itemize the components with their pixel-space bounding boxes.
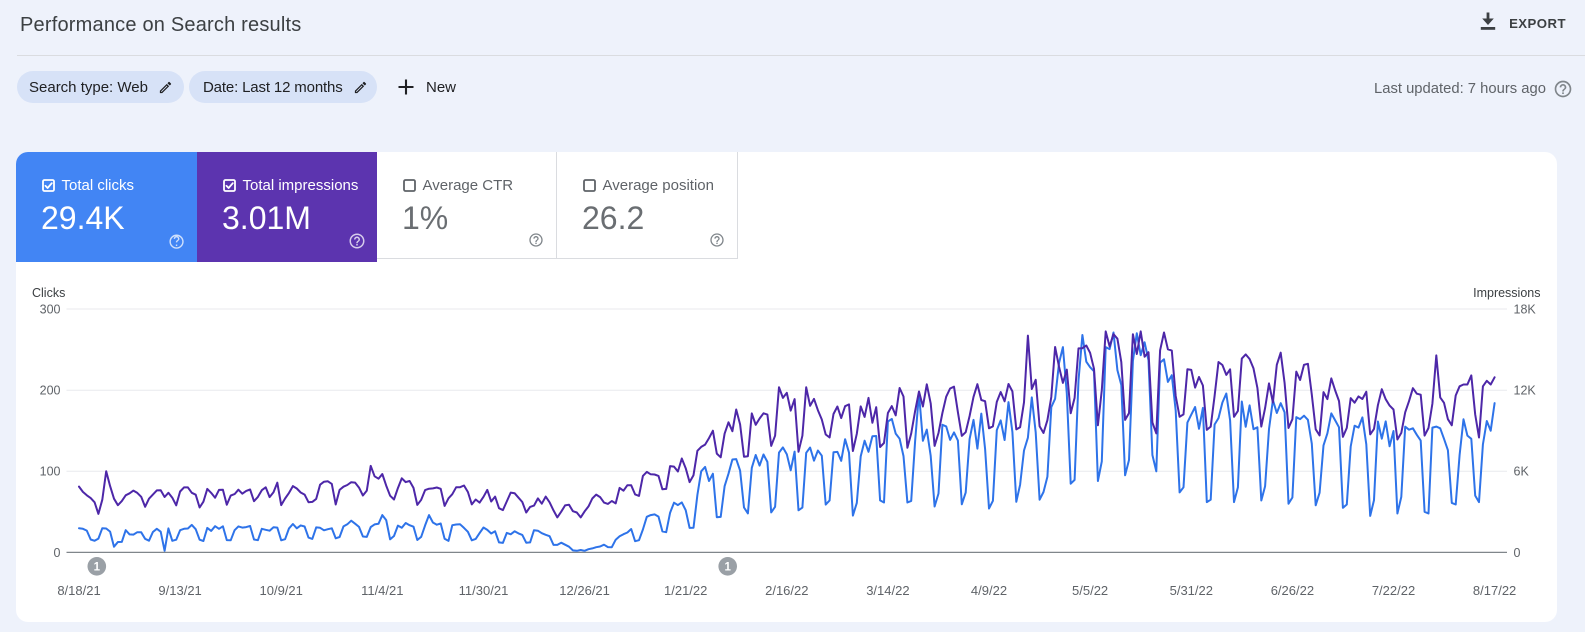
svg-text:5/5/22: 5/5/22 [1072,583,1108,598]
svg-text:7/22/22: 7/22/22 [1372,583,1415,598]
svg-text:4/9/22: 4/9/22 [971,583,1007,598]
svg-text:1: 1 [94,562,101,574]
svg-text:9/13/21: 9/13/21 [158,583,201,598]
svg-text:18K: 18K [1514,302,1537,316]
svg-text:10/9/21: 10/9/21 [260,583,303,598]
svg-text:6K: 6K [1514,465,1530,479]
svg-text:5/31/22: 5/31/22 [1170,583,1213,598]
svg-text:1: 1 [724,562,731,574]
svg-text:3/14/22: 3/14/22 [866,583,909,598]
svg-text:0: 0 [1514,546,1521,560]
svg-text:11/30/21: 11/30/21 [459,583,509,598]
svg-text:200: 200 [40,384,61,398]
svg-text:300: 300 [40,302,61,316]
svg-text:6/26/22: 6/26/22 [1271,583,1314,598]
svg-text:12/26/21: 12/26/21 [559,583,610,598]
svg-text:100: 100 [40,465,61,479]
svg-text:8/18/21: 8/18/21 [57,583,100,598]
svg-text:2/16/22: 2/16/22 [765,583,808,598]
svg-text:Clicks: Clicks [32,286,65,300]
svg-text:0: 0 [54,546,61,560]
svg-text:8/17/22: 8/17/22 [1473,583,1516,598]
svg-text:Impressions: Impressions [1473,286,1540,300]
svg-text:11/4/21: 11/4/21 [361,583,403,598]
svg-text:12K: 12K [1514,384,1537,398]
svg-text:1/21/22: 1/21/22 [664,583,707,598]
